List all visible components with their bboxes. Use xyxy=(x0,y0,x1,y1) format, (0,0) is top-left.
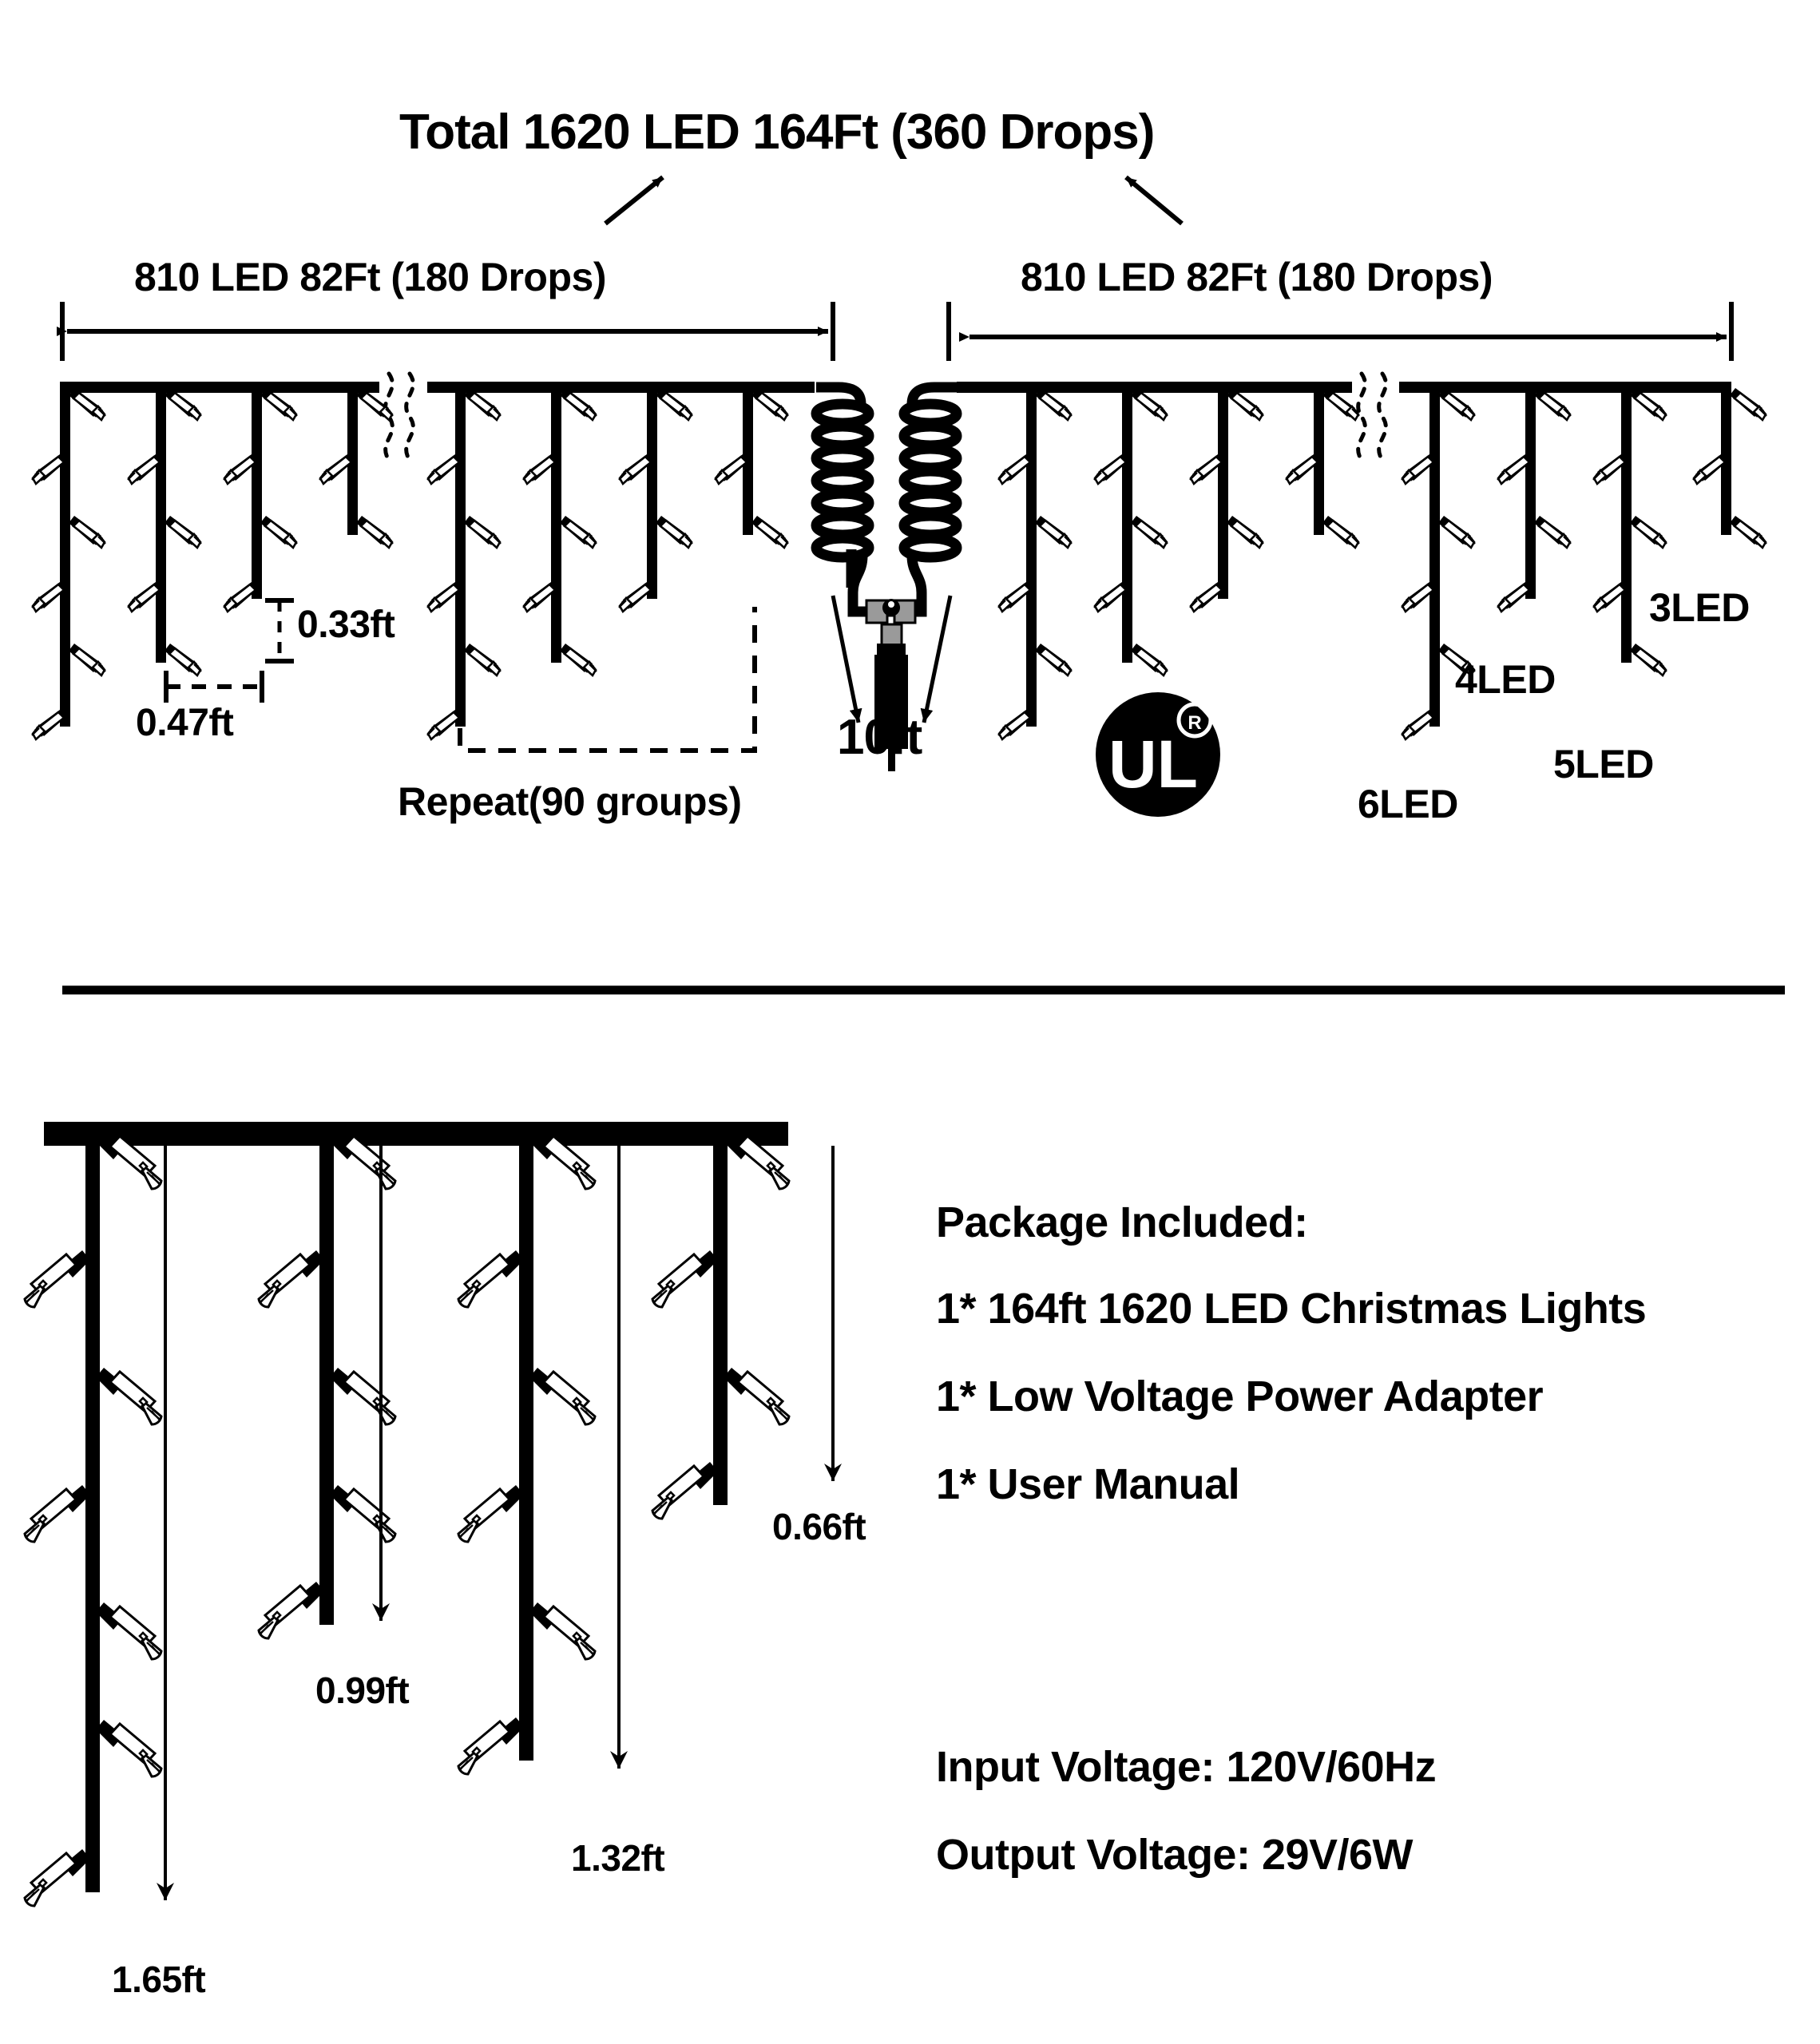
detail-drop xyxy=(257,1131,397,1640)
drop xyxy=(1496,386,1572,613)
detail-drop xyxy=(457,1131,597,1776)
drop xyxy=(617,386,694,613)
right-light-string xyxy=(957,371,1768,741)
drop xyxy=(713,386,790,549)
drop xyxy=(1592,386,1668,677)
drop xyxy=(426,386,502,741)
package-item-3: 1* User Manual xyxy=(936,1460,1240,1508)
drop xyxy=(1092,386,1169,677)
tee-connector-icon xyxy=(865,599,917,647)
power-lead-assembly xyxy=(811,382,962,771)
package-heading: Package Included: xyxy=(936,1198,1308,1246)
left-span-dimension xyxy=(57,302,835,361)
drop-spacing-dimension xyxy=(164,671,264,703)
package-item-2: 1* Low Voltage Power Adapter xyxy=(936,1373,1544,1420)
package-item-1: 1* 164ft 1620 LED Christmas Lights xyxy=(936,1285,1647,1333)
output-voltage-spec: Output Voltage: 29V/6W xyxy=(936,1831,1414,1879)
coil-right-icon xyxy=(888,382,962,617)
drop xyxy=(997,386,1073,741)
drop-length-label-132: 1.32ft xyxy=(571,1837,665,1879)
drop xyxy=(1691,386,1768,549)
led-count-label-3: 3LED xyxy=(1649,585,1750,630)
detail-light-string xyxy=(23,1122,842,1907)
drop-length-label-066: 0.66ft xyxy=(772,1506,866,1547)
drop xyxy=(30,386,107,741)
repeat-group-label: Repeat(90 groups) xyxy=(398,779,742,824)
drop xyxy=(1284,386,1361,549)
wire-break-icon-right xyxy=(1356,371,1388,462)
left-light-string xyxy=(30,371,815,741)
led-count-label-5: 5LED xyxy=(1553,742,1654,786)
repeat-group-box xyxy=(458,607,757,753)
page-title: Total 1620 LED 164Ft (360 Drops) xyxy=(399,105,1155,160)
right-span-label: 810 LED 82Ft (180 Drops) xyxy=(1021,255,1493,299)
drop xyxy=(318,386,395,549)
drop-length-label-099: 0.99ft xyxy=(315,1670,410,1711)
drop xyxy=(222,386,299,613)
svg-text:R: R xyxy=(1188,712,1201,734)
drop-spacing-label: 0.47ft xyxy=(136,702,234,744)
drop xyxy=(1188,386,1265,613)
title-pointer-arrows xyxy=(604,175,1184,226)
wire-break-icon-left xyxy=(383,371,415,462)
coil-left-icon xyxy=(811,382,886,617)
detail-drop xyxy=(23,1131,163,1907)
led-count-label-6: 6LED xyxy=(1358,782,1458,826)
drop xyxy=(126,386,203,677)
svg-text:UL: UL xyxy=(1108,727,1198,802)
detail-drop xyxy=(651,1131,791,1520)
power-adapter-icon xyxy=(874,644,908,771)
ul-listed-icon: UL R xyxy=(1096,692,1220,817)
led-spacing-dimension xyxy=(265,598,294,664)
left-span-label: 810 LED 82Ft (180 Drops) xyxy=(134,255,606,299)
drop-length-label-165: 1.65ft xyxy=(112,1959,206,2000)
drop xyxy=(521,386,598,677)
led-spacing-label: 0.33ft xyxy=(297,604,395,646)
lead-wire-label: 10ft xyxy=(837,710,922,765)
input-voltage-spec: Input Voltage: 120V/60Hz xyxy=(936,1743,1437,1791)
led-count-label-4: 4LED xyxy=(1455,657,1556,702)
right-span-dimension xyxy=(946,302,1734,361)
drop xyxy=(1400,386,1477,741)
